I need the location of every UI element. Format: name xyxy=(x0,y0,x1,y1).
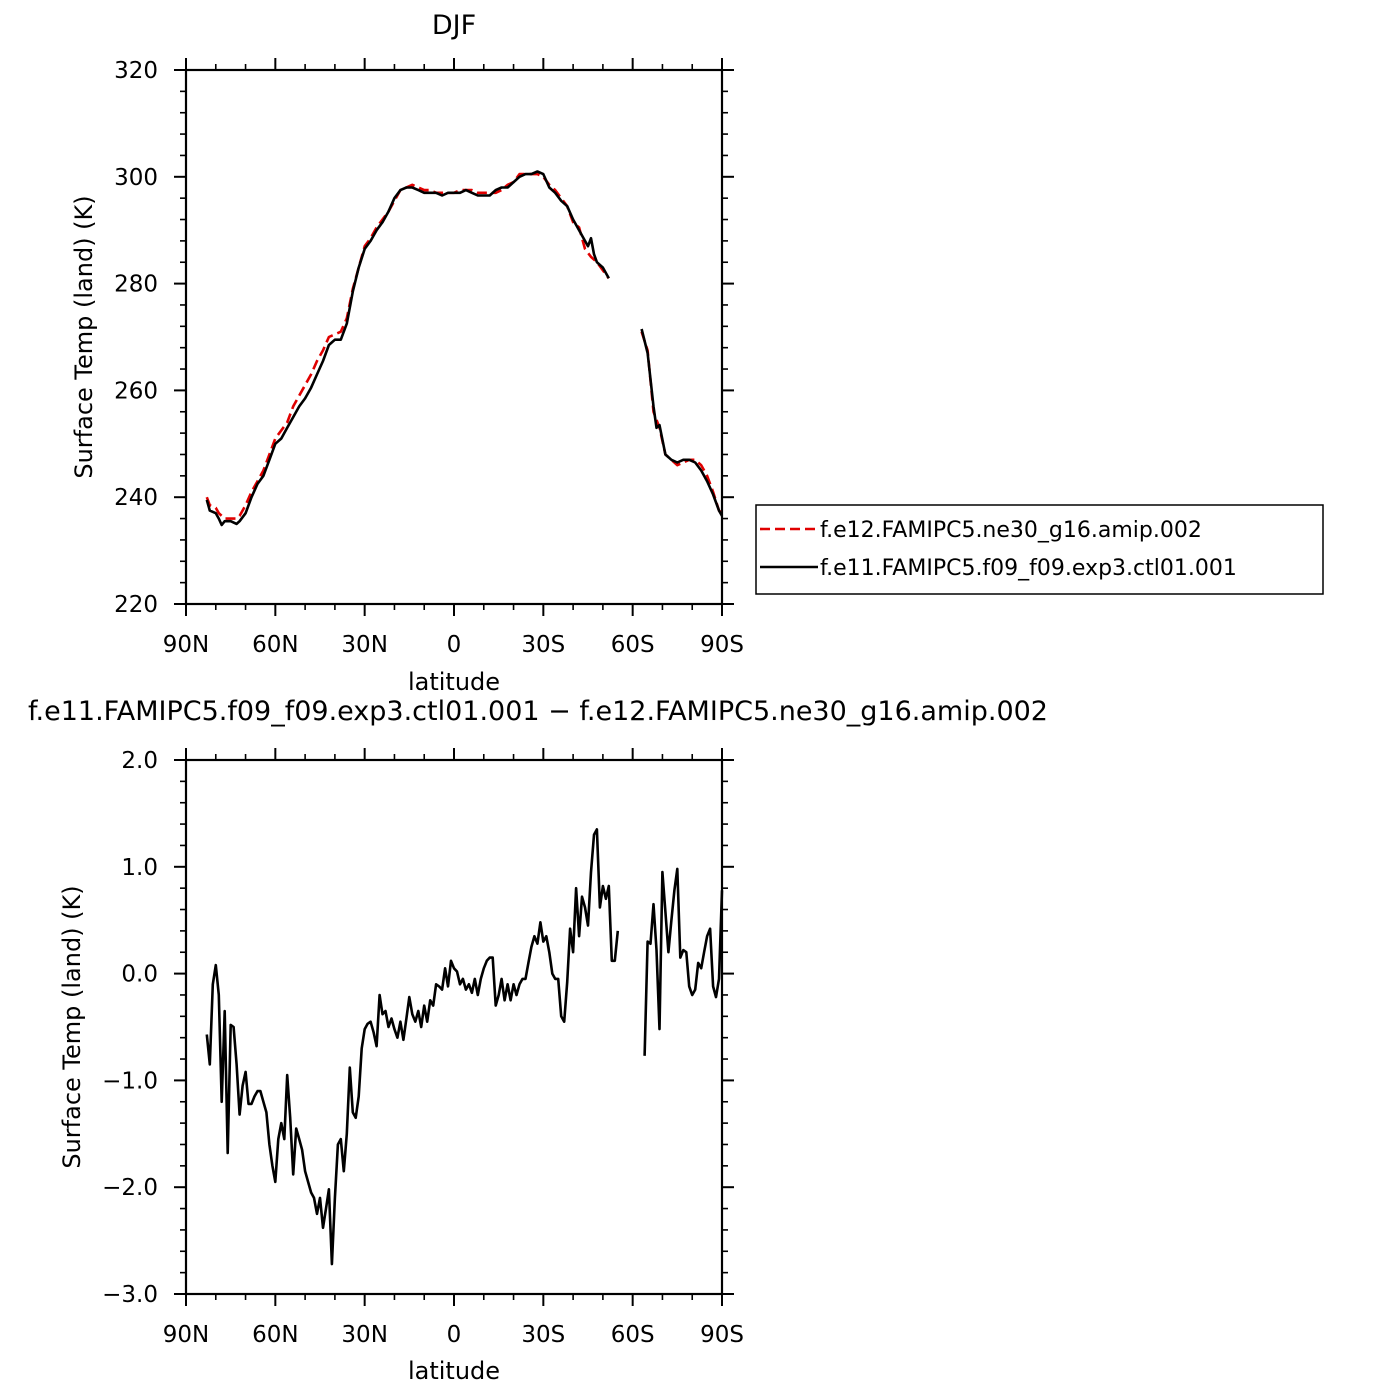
y-tick-label: −3.0 xyxy=(102,1282,158,1308)
legend-label-1: f.e12.FAMIPC5.ne30_g16.amip.002 xyxy=(820,518,1202,543)
y-tick-label: −1.0 xyxy=(102,1068,158,1094)
x-tick-label: 60S xyxy=(611,1322,655,1348)
x-tick-label: 30N xyxy=(341,632,387,658)
y-tick-label: 0.0 xyxy=(121,962,158,988)
y-tick-label: 220 xyxy=(114,592,158,618)
legend-label-2: f.e11.FAMIPC5.f09_f09.exp3.ctl01.001 xyxy=(820,556,1237,581)
x-tick-label: 90S xyxy=(700,632,744,658)
y-tick-label: 300 xyxy=(114,165,158,191)
chart-title: DJF xyxy=(432,10,476,41)
y-tick-label: 240 xyxy=(114,485,158,511)
x-tick-label: 90S xyxy=(700,1322,744,1348)
x-axis-label: latitude xyxy=(408,668,500,696)
chart-panel-1: DJF 220 240 260 280 300 320 90N 60N 30N 0 30S 60S 90S… xyxy=(70,10,1324,696)
x-tick-label: 90N xyxy=(163,632,209,658)
x-tick-label: 60S xyxy=(611,632,655,658)
y-tick-label: 280 xyxy=(114,272,158,298)
plot-frame xyxy=(184,68,724,606)
x-tick-label: 90N xyxy=(163,1322,209,1348)
x-tick-label: 0 xyxy=(447,1322,462,1348)
chart-panel-2: f.e11.FAMIPC5.f09_f09.exp3.ctl01.001 − f… xyxy=(28,696,1048,1385)
plot-frame xyxy=(184,758,724,1296)
y-axis-label: Surface Temp (land) (K) xyxy=(70,195,98,478)
series-line-2-segment-1 xyxy=(205,170,610,527)
y-tick-label: 1.0 xyxy=(121,855,158,881)
series-line-2-segment-2 xyxy=(640,328,724,517)
legend-box xyxy=(755,504,1324,595)
y-tick-label: 2.0 xyxy=(121,748,158,774)
x-axis-label: latitude xyxy=(408,1357,500,1385)
y-tick-label: 320 xyxy=(114,58,158,84)
x-tick-label: 60N xyxy=(252,632,298,658)
x-tick-label: 0 xyxy=(447,632,462,658)
x-tick-label: 30N xyxy=(341,1322,387,1348)
x-tick-label: 30S xyxy=(521,632,565,658)
y-axis-label: Surface Temp (land) (K) xyxy=(58,885,86,1168)
x-tick-label: 30S xyxy=(521,1322,565,1348)
series-line-1-segment-1 xyxy=(205,828,620,1266)
x-tick-label: 60N xyxy=(252,1322,298,1348)
legend: f.e12.FAMIPC5.ne30_g16.amip.002 f.e11.FAM… xyxy=(755,504,1324,595)
y-tick-label: 260 xyxy=(114,378,158,404)
chart-title: f.e11.FAMIPC5.f09_f09.exp3.ctl01.001 − f… xyxy=(28,696,1048,727)
y-tick-label: −2.0 xyxy=(102,1175,158,1201)
series-line-1-segment-2 xyxy=(643,867,724,1056)
